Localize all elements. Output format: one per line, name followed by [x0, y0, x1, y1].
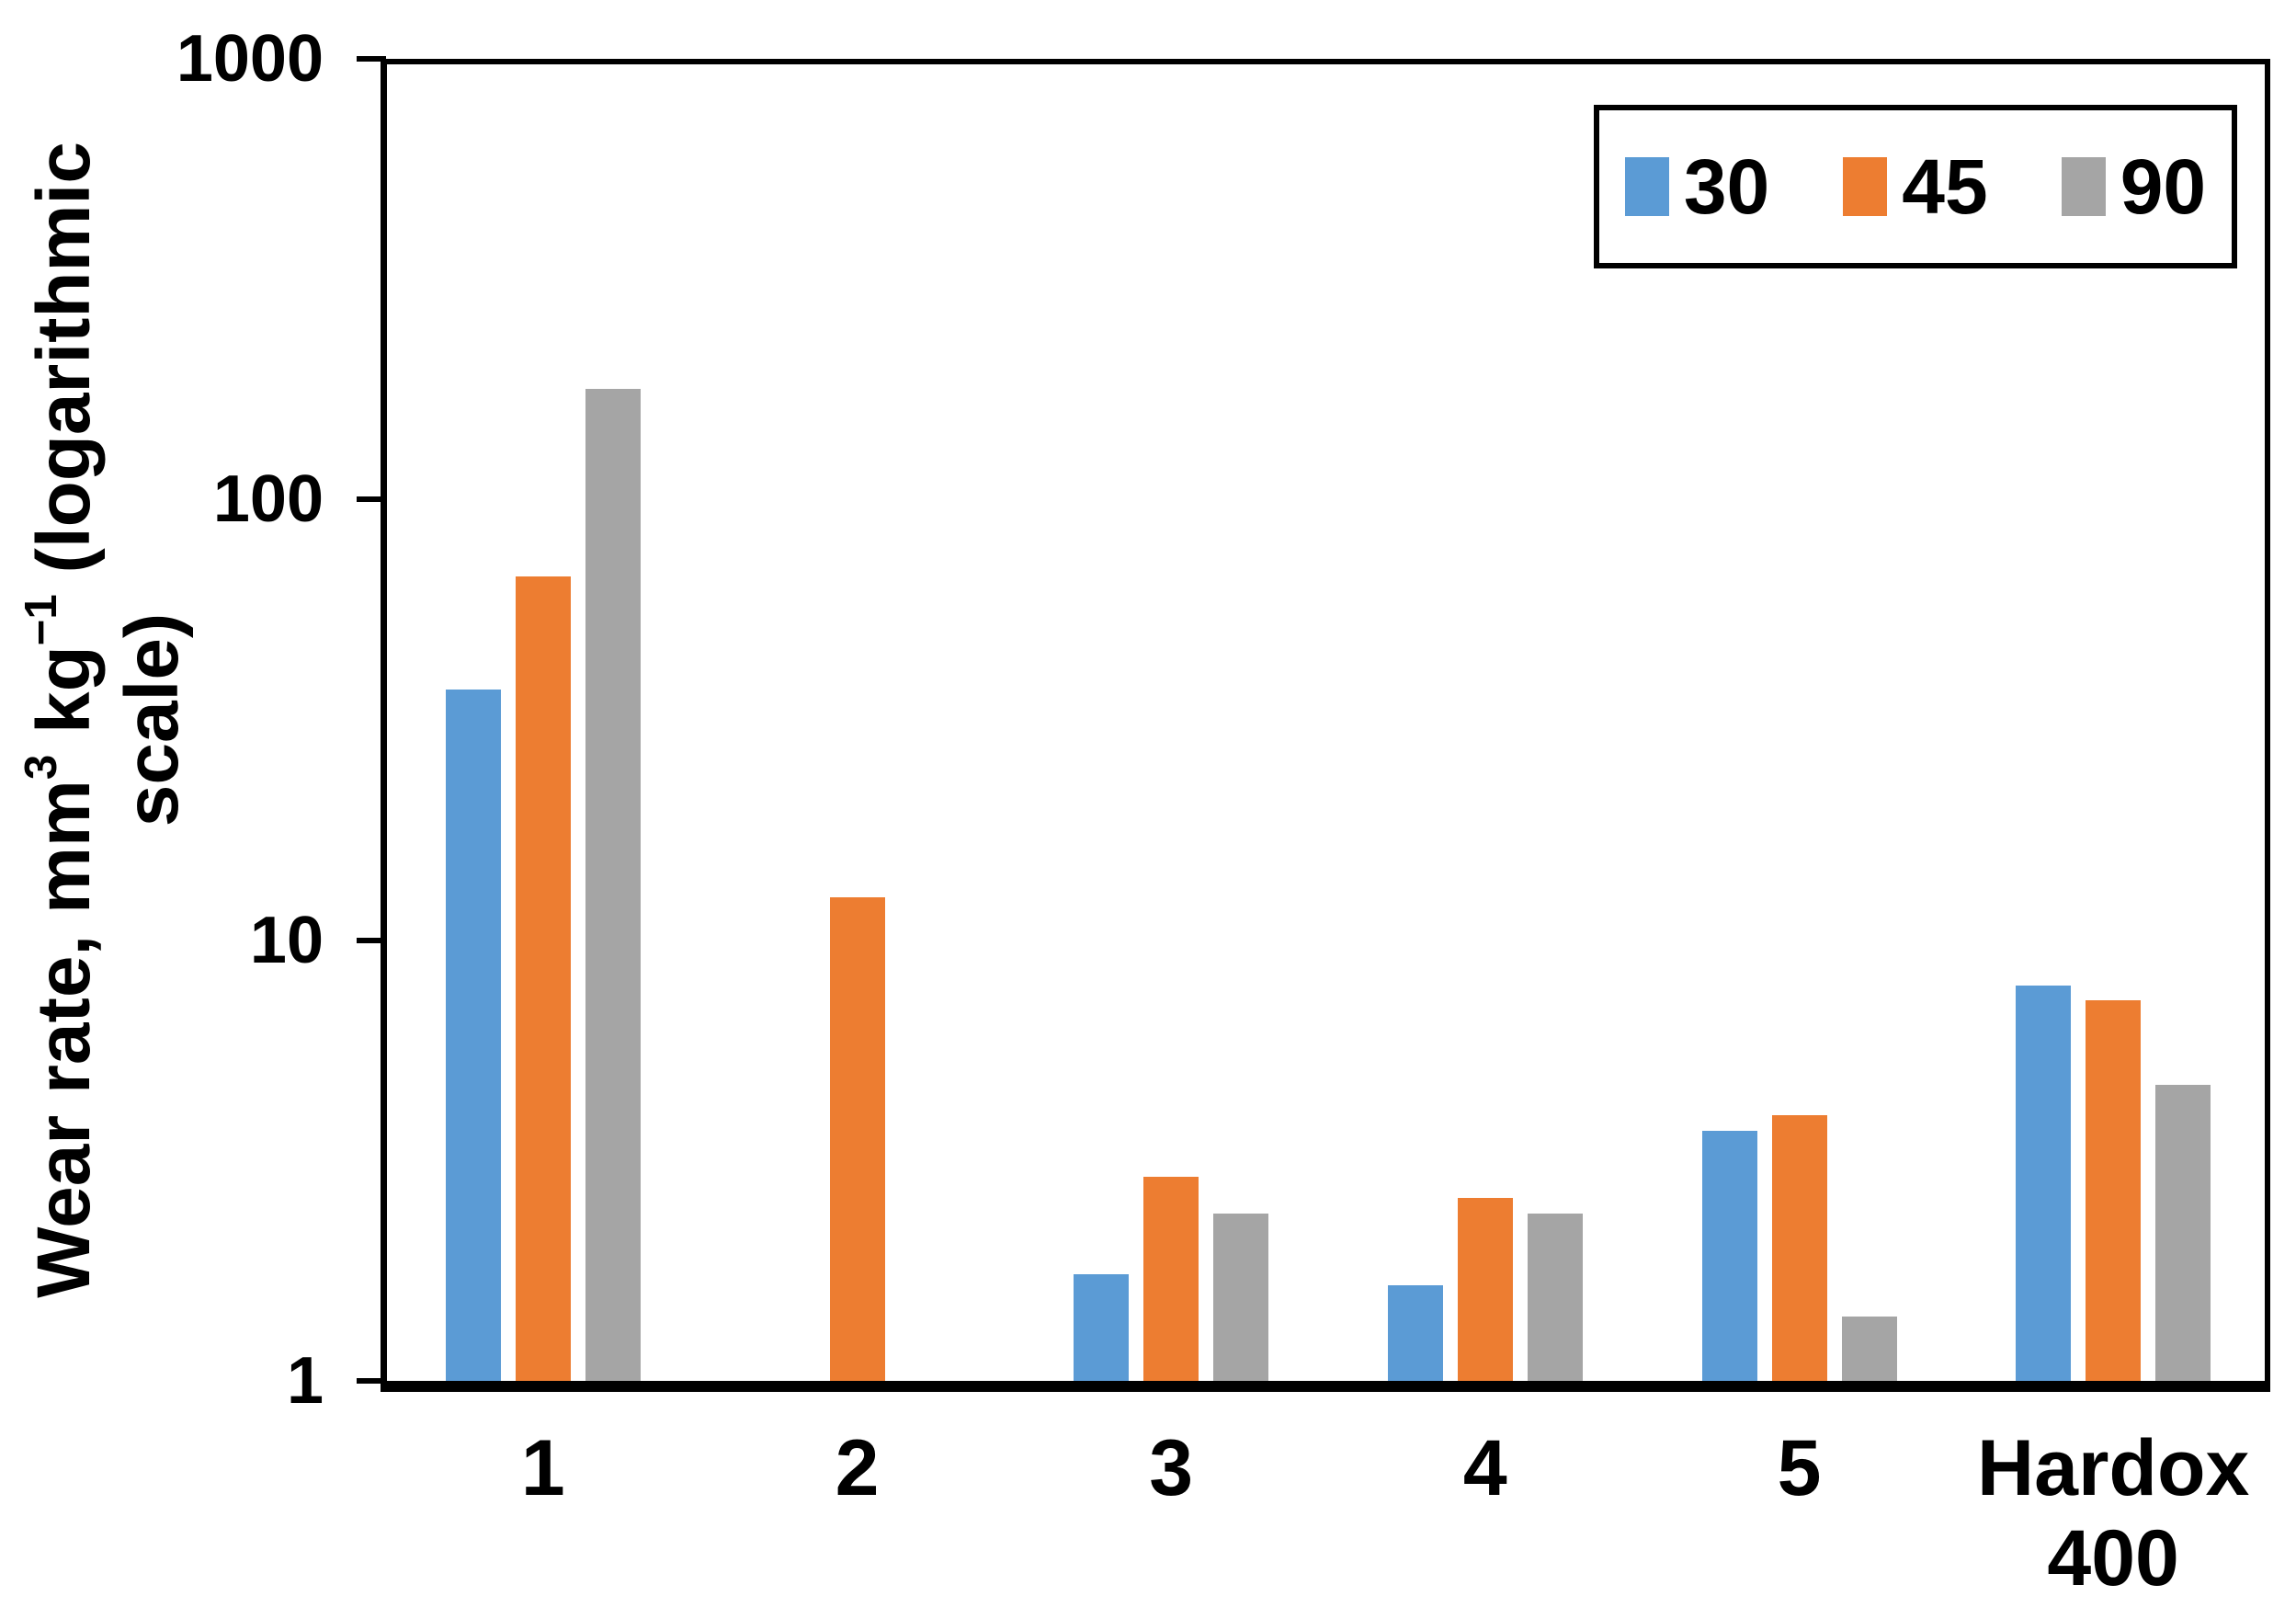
bar-30-3	[1074, 1273, 1130, 1381]
bar-30-1	[445, 690, 501, 1381]
x-label-4: 4	[1462, 1424, 1507, 1512]
bar-45-3	[1143, 1177, 1199, 1381]
bar-45-Hardox-400	[2086, 1000, 2142, 1381]
x-label-5: 5	[1777, 1424, 1822, 1512]
legend-label-45: 45	[1902, 143, 1988, 230]
legend-swatch-90	[2061, 157, 2106, 216]
bar-90-5	[1841, 1316, 1897, 1381]
y-tick-label-100: 100	[212, 462, 324, 537]
x-label-2: 2	[835, 1424, 880, 1512]
legend-swatch-45	[1843, 157, 1888, 216]
bar-45-4	[1457, 1198, 1513, 1381]
bar-45-2	[829, 897, 885, 1381]
bar-90-4	[1527, 1213, 1583, 1381]
legend-label-30: 30	[1683, 143, 1770, 230]
legend-swatch-30	[1624, 157, 1669, 216]
y-tick-1000	[357, 56, 386, 62]
legend-label-90: 90	[2120, 143, 2207, 230]
y-axis-title-text: Wear rate, mm3 kg−1 (logarithmic scale)	[16, 142, 197, 1298]
y-tick-label-1000: 1000	[176, 22, 324, 96]
plot-area-frame	[381, 59, 2270, 1392]
bar-30-5	[1701, 1130, 1757, 1381]
y-tick-1	[357, 1378, 386, 1384]
bar-45-1	[515, 576, 571, 1381]
bar-30-Hardox-400	[2016, 985, 2072, 1381]
y-tick-100	[357, 496, 386, 503]
y-axis-title-line-1: Wear rate, mm3 kg−1 (logarithmic	[16, 142, 106, 1298]
bar-90-3	[1213, 1213, 1269, 1381]
y-tick-label-1: 1	[286, 1344, 324, 1418]
legend-entry-30: 30	[1624, 143, 1770, 230]
bar-45-5	[1771, 1115, 1827, 1381]
x-label-1: 1	[520, 1424, 565, 1512]
bar-30-4	[1387, 1284, 1443, 1381]
x-label-Hardox-400: Hardox 400	[1977, 1424, 2250, 1602]
legend-entry-90: 90	[2061, 143, 2207, 230]
legend: 30 45 90	[1594, 105, 2237, 268]
y-tick-label-10: 10	[249, 903, 324, 977]
y-tick-10	[357, 937, 386, 943]
y-axis-title-line-2: scale)	[110, 612, 194, 827]
legend-entry-45: 45	[1843, 143, 1988, 230]
bar-90-Hardox-400	[2155, 1084, 2211, 1381]
bar-90-1	[585, 389, 641, 1381]
x-label-3: 3	[1149, 1424, 1194, 1512]
